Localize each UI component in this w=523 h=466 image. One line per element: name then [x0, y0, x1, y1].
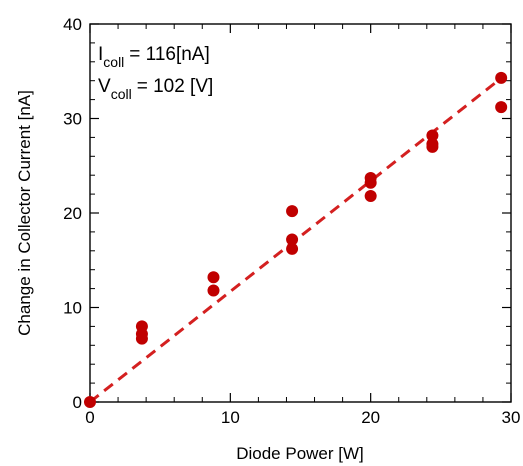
annotation-voltage-symbol: V: [98, 76, 111, 97]
annotation-voltage-subscript: coll: [111, 86, 132, 102]
data-point-10: [364, 176, 377, 189]
data-point-16: [495, 101, 508, 114]
axis-ticks: [89, 23, 512, 403]
x-axis-label: Diode Power [W]: [236, 444, 364, 463]
x-tick-label-1: 10: [221, 408, 240, 427]
y-tick-label-1: 10: [63, 299, 82, 318]
x-tick-label-0: 0: [85, 408, 94, 427]
data-point-6: [286, 205, 299, 218]
tick-labels: 0 10 20 30 0 10 20 30 40: [63, 15, 520, 427]
data-point-5: [207, 284, 220, 297]
annotation-voltage-value: = 102 [V]: [137, 76, 214, 97]
data-point-12: [426, 129, 439, 142]
y-axis-label: Change in Collector Current [nA]: [15, 90, 34, 336]
annotation-voltage: Vcoll = 102 [V]: [98, 76, 213, 102]
y-tick-label-4: 40: [63, 15, 82, 34]
x-tick-label-3: 30: [502, 408, 521, 427]
svg-text:Vcoll= 102 [V]: Vcoll = 102 [V]: [98, 76, 213, 102]
y-tick-label-0: 0: [73, 393, 82, 412]
y-tick-label-2: 20: [63, 204, 82, 223]
annotation-current-value: = 116[nA]: [129, 44, 209, 65]
data-points: [84, 71, 508, 408]
data-point-7: [286, 233, 299, 246]
data-point-4: [207, 271, 220, 284]
annotation-current-subscript: coll: [103, 54, 124, 70]
annotation-current: Icoll = 116[nA]: [98, 44, 210, 70]
data-point-15: [495, 71, 508, 84]
data-point-14: [426, 140, 439, 153]
data-point-11: [364, 189, 377, 202]
annotation-current-symbol: I: [98, 44, 103, 65]
y-tick-label-3: 30: [63, 110, 82, 129]
data-point-3: [135, 332, 148, 345]
svg-text:Icoll= 116[nA]: Icoll = 116[nA]: [98, 44, 210, 70]
x-tick-label-2: 20: [361, 408, 380, 427]
data-point-8: [286, 242, 299, 255]
data-point-0: [84, 396, 96, 408]
